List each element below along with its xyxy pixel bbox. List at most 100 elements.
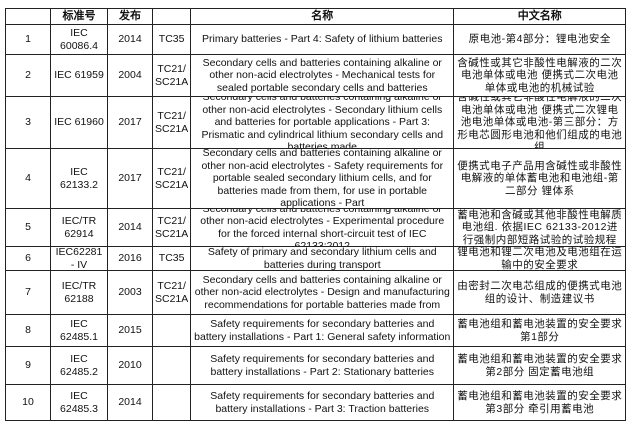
publish-year-cell: 2017 [107, 96, 153, 149]
chinese-name: 锂电池和锂二次电池及电池组在运输中的安全要求 [457, 247, 623, 270]
standard-number: IEC 62133.2 [60, 166, 98, 191]
chinese-name-cell: 原电池-第4部分：锂电池安全 [453, 24, 627, 55]
row-number: 8 [25, 324, 31, 337]
standard-number: IEC 62485.3 [60, 390, 98, 415]
chinese-name-cell: 含碱性或其它非酸性电解液的二次电池单体或电池 便携式二次锂电池电池单体或电池-第… [453, 96, 627, 149]
table-row: 8 IEC 62485.1 2015 Safety requirements for … [5, 314, 627, 347]
chinese-name-cell: 蓄电池和含碱或其他非酸性电解质电池组. 依据IEC 62133-2012进行强制… [453, 208, 627, 247]
chinese-name-cell: 含碱性或其它非酸性电解液的二次电池单体或电池 便携式二次电池单体或电池的机械试验 [453, 54, 627, 97]
publish-year: 2004 [118, 69, 142, 82]
english-name-cell: Safety of primary and secondary lithium … [190, 246, 455, 271]
row-number: 4 [25, 172, 31, 185]
standard-number: IEC/TR 62914 [61, 215, 97, 240]
row-number: 3 [25, 116, 31, 129]
committee-cell: TC35 [151, 24, 192, 55]
chinese-name-cell: 锂电池和锂二次电池及电池组在运输中的安全要求 [453, 246, 627, 271]
publish-year-cell: 2016 [107, 246, 153, 271]
english-name-cell: Safety requirements for secondary batter… [190, 314, 455, 347]
publish-year: 2014 [118, 33, 142, 46]
committee: TC21/ SC21A [155, 280, 189, 305]
english-name-cell: Safety requirements for secondary batter… [190, 346, 455, 385]
standard-number: IEC/TR 62188 [61, 280, 97, 305]
publish-year: 2017 [118, 116, 142, 129]
english-name: Secondary cells and batteries containing… [194, 273, 450, 311]
english-name-cell: Secondary cells and batteries containing… [190, 96, 455, 149]
english-name: Secondary cells and batteries containing… [201, 97, 444, 148]
chinese-name: 由密封二次电芯组成的便携式电池组的设计、制造建议书 [457, 280, 623, 305]
header-no [5, 8, 51, 25]
header-committee [151, 8, 192, 25]
publish-year-cell: 2010 [107, 346, 153, 385]
row-number: 2 [25, 69, 31, 82]
header-chinese-name: 中文名称 [453, 8, 627, 25]
publish-year-cell: 2015 [107, 314, 153, 347]
publish-year-cell: 2014 [107, 384, 153, 421]
table-row: 5 IEC/TR 62914 2014 TC21/ SC21A Secondary ce… [5, 208, 627, 247]
committee-cell [151, 314, 192, 347]
publish-year-cell: 2003 [107, 270, 153, 315]
committee [155, 386, 188, 420]
row-number-cell: 8 [5, 314, 51, 347]
committee: TC21/ SC21A [155, 63, 189, 88]
publish-year-cell: 2017 [107, 148, 153, 209]
row-number-cell: 1 [5, 24, 51, 55]
row-number-cell: 2 [5, 54, 51, 97]
publish-year: 2014 [118, 396, 142, 409]
committee-cell: TC21/ SC21A [151, 208, 192, 247]
row-number: 5 [25, 221, 31, 234]
chinese-name: 蓄电池和含碱或其他非酸性电解质电池组. 依据IEC 62133-2012进行强制… [457, 209, 623, 246]
row-number-cell: 4 [5, 148, 51, 209]
chinese-name-cell: 由密封二次电芯组成的便携式电池组的设计、制造建议书 [453, 270, 627, 315]
english-name-cell: Secondary cells and batteries containing… [190, 148, 455, 209]
committee: TC35 [158, 33, 185, 46]
publish-year: 2014 [118, 221, 142, 234]
standard-number-cell: IEC 62485.3 [50, 384, 108, 421]
header-standard-number: 标准号 [50, 8, 108, 25]
english-name: Safety requirements for secondary batter… [210, 353, 435, 378]
row-number: 9 [25, 359, 31, 372]
english-name: Secondary cells and batteries containing… [201, 149, 444, 208]
chinese-name-cell: 蓄电池组和蓄电池装置的安全要求 第3部分 牵引用蓄电池 [453, 384, 627, 421]
row-number-cell: 9 [5, 346, 51, 385]
publish-year-cell: 2014 [107, 208, 153, 247]
table-row: 2 IEC 61959 2004 TC21/ SC21A Secondary cells… [5, 54, 627, 97]
english-name: Secondary cells and batteries containing… [200, 210, 445, 246]
chinese-name-cell: 蓄电池组和蓄电池装置的安全要求 第2部分 固定蓄电池组 [453, 346, 627, 385]
row-number-cell: 3 [5, 96, 51, 149]
standard-number: IEC62281 - IV [55, 247, 103, 270]
header-year: 发布 [107, 8, 153, 25]
english-name: Safety of primary and secondary lithium … [207, 247, 437, 270]
committee-cell [151, 346, 192, 385]
standards-table: 标准号 发布 名称 中文名称 1 IEC 60086.4 2014 TC35 Prima… [5, 8, 627, 421]
chinese-name: 含碱性或其它非酸性电解液的二次电池单体或电池 便携式二次电池单体或电池的机械试验 [457, 56, 623, 94]
row-number-cell: 7 [5, 270, 51, 315]
row-number-cell: 6 [5, 246, 51, 271]
publish-year: 2016 [118, 252, 142, 265]
standard-number-cell: IEC62281 - IV [50, 246, 108, 271]
publish-year: 2003 [118, 286, 142, 299]
standard-number-cell: IEC/TR 62914 [50, 208, 108, 247]
chinese-name: 含碱性或其它非酸性电解液的二次电池单体或电池 便携式二次锂电池电池单体或电池-第… [457, 97, 623, 148]
standard-number: IEC 62485.2 [60, 353, 98, 378]
row-number-cell: 5 [5, 208, 51, 247]
row-number: 6 [25, 252, 31, 265]
table-row: 9 IEC 62485.2 2010 Safety requirements for … [5, 346, 627, 385]
standard-number: IEC 62485.1 [60, 318, 98, 343]
english-name: Safety requirements for secondary batter… [210, 390, 435, 415]
table-row: 6 IEC62281 - IV 2016 TC35 Safety of primary … [5, 246, 627, 271]
committee [155, 316, 188, 346]
committee: TC21/ SC21A [155, 215, 189, 240]
publish-year: 2017 [118, 172, 142, 185]
table-row: 7 IEC/TR 62188 2003 TC21/ SC21A Secondary ce… [5, 270, 627, 315]
header-name: 名称 [190, 8, 455, 25]
committee-cell: TC21/ SC21A [151, 96, 192, 149]
committee-cell: TC21/ SC21A [151, 270, 192, 315]
english-name-cell: Secondary cells and batteries containing… [190, 270, 455, 315]
chinese-name-cell: 便携式电子产品用含碱性或非酸性电解液的单体蓄电池和电池组-第二部分 锂体系 [453, 148, 627, 209]
standard-number-cell: IEC 62485.1 [50, 314, 108, 347]
english-name: Safety requirements for secondary batter… [194, 318, 451, 343]
row-number: 1 [25, 33, 31, 46]
standard-number-cell: IEC 62485.2 [50, 346, 108, 385]
committee-cell [151, 384, 192, 421]
table-row: 4 IEC 62133.2 2017 TC21/ SC21A Secondary cel… [5, 148, 627, 209]
